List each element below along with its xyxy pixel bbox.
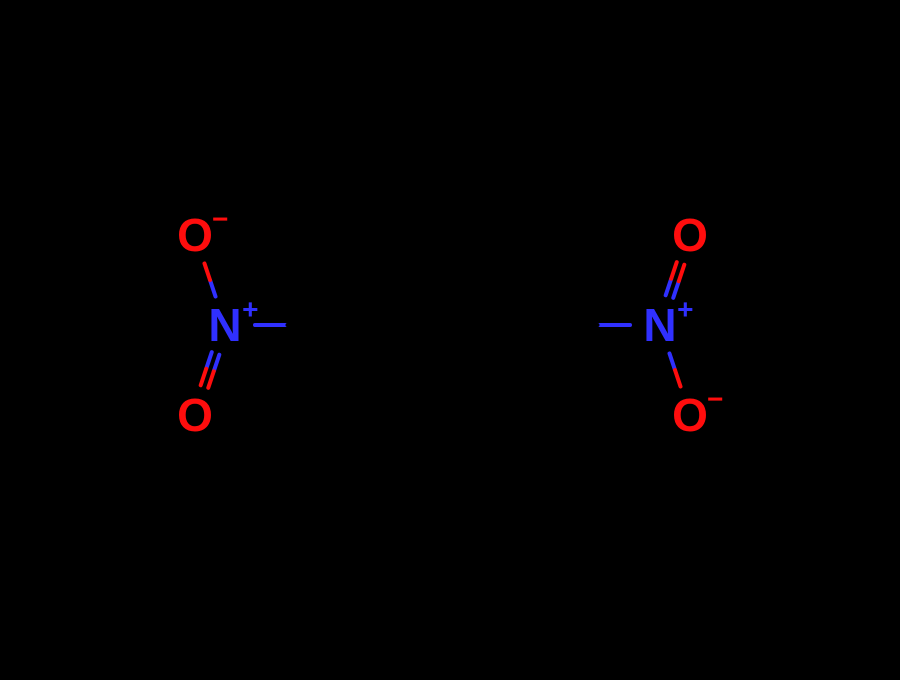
atom-charge-plus: + xyxy=(242,293,258,324)
atom-o-label: O xyxy=(177,209,213,261)
bond-segment xyxy=(204,263,210,280)
bond-segment xyxy=(210,280,216,297)
bond-segment xyxy=(669,353,675,370)
bond-segment xyxy=(206,352,212,369)
atom-charge-minus: − xyxy=(212,203,228,234)
atom-charge-plus: + xyxy=(677,293,693,324)
molecule-canvas: O−N+OON+O− xyxy=(0,0,900,680)
bond-segment xyxy=(201,369,207,386)
atom-o-label: O xyxy=(177,389,213,441)
bond-segment xyxy=(214,355,220,372)
atom-o-label: O xyxy=(672,209,708,261)
bond-segment xyxy=(675,370,681,387)
bond-segment xyxy=(671,262,677,279)
atom-n-label: N xyxy=(208,299,241,351)
atom-n-label: N xyxy=(643,299,676,351)
atom-charge-minus: − xyxy=(707,383,723,414)
bond-segment xyxy=(679,265,685,282)
atom-o-label: O xyxy=(672,389,708,441)
bond-segment xyxy=(208,371,214,388)
bond-segment xyxy=(666,279,672,296)
